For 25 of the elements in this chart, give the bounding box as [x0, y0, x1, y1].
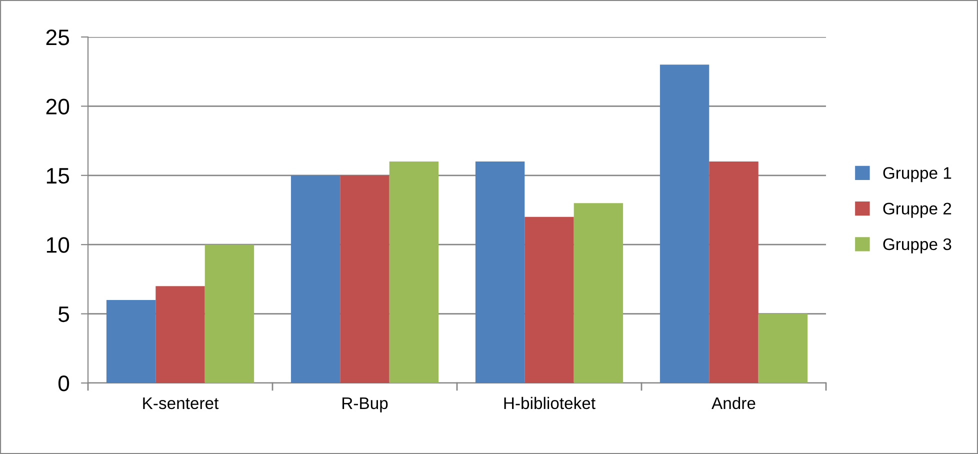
bar — [106, 300, 156, 383]
bar — [204, 244, 254, 383]
legend-label: Gruppe 2 — [883, 202, 952, 218]
y-tick-label: 20 — [46, 98, 70, 114]
bar — [340, 175, 390, 383]
y-tick-label: 10 — [46, 237, 70, 253]
x-tick-label: R-Bup — [342, 398, 388, 412]
bar — [524, 216, 574, 383]
bar — [660, 64, 710, 383]
y-tick-label: 0 — [58, 376, 70, 392]
x-tick-label: Andre — [712, 396, 756, 410]
y-tick-label: 5 — [58, 306, 70, 322]
bar — [290, 175, 340, 383]
x-tick-label: K-senteret — [143, 398, 219, 410]
y-tick-label: 15 — [46, 168, 70, 184]
bar — [574, 203, 624, 383]
y-tick-label: 25 — [46, 30, 70, 46]
x-tick-label: H-biblioteket — [504, 396, 596, 410]
legend-label: Gruppe 3 — [883, 238, 952, 254]
bar — [389, 162, 439, 383]
bar — [156, 286, 205, 383]
legend-label: Gruppe 1 — [883, 167, 952, 182]
bar — [475, 162, 525, 383]
bar — [758, 314, 808, 383]
bar — [709, 162, 758, 383]
